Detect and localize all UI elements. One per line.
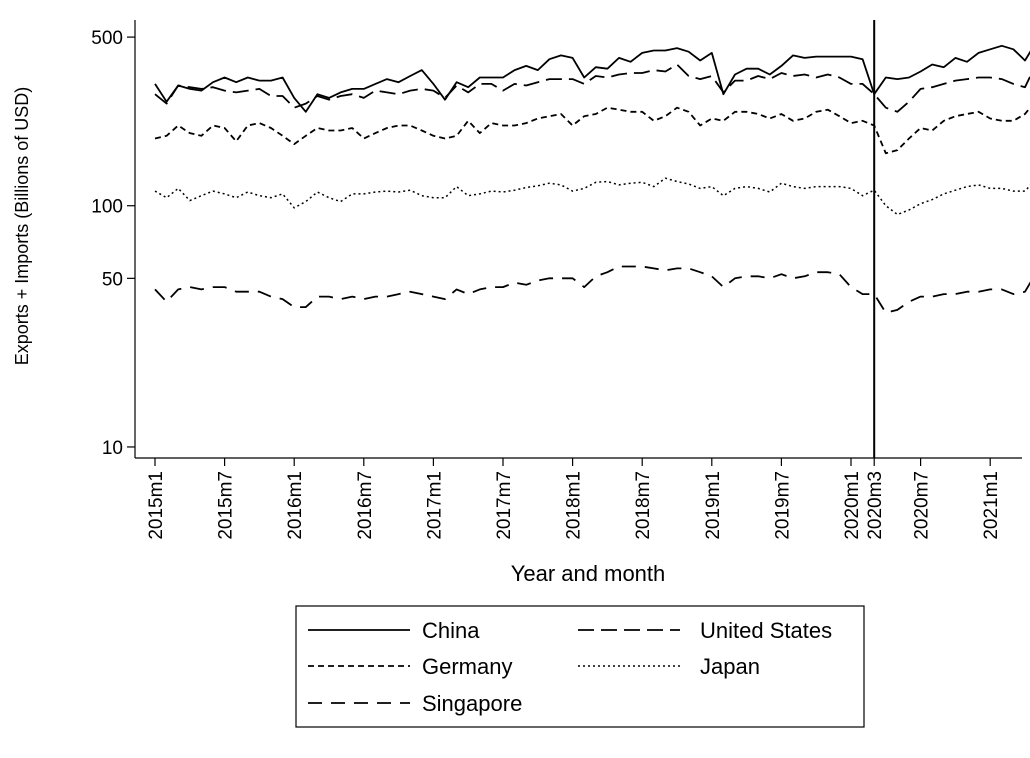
y-axis: 10 50 100 500 [91,20,136,459]
series-line-united-states [154,63,1030,113]
y-tick-label: 50 [102,269,123,290]
x-tick-label: 2020m1 [842,471,863,540]
series-line-japan [154,177,1030,216]
y-tick-label: 100 [91,197,123,218]
x-tick-label: 2020m7 [912,471,933,540]
x-tick-label: 2018m1 [564,471,585,540]
series-line-singapore [154,265,1030,314]
x-axis-title: Year and month [511,561,666,586]
series-group [154,44,1030,314]
y-tick-label: 10 [102,438,123,459]
series-line-china [154,44,1030,113]
x-tick-label: 2017m7 [494,471,515,540]
legend-label-germany: Germany [422,654,512,679]
x-tick-label: 2019m7 [772,471,793,540]
x-tick-label: 2015m1 [146,471,167,540]
x-axis: 2015m1 2015m7 2016m1 2016m7 2017m1 2017m7 2018… [135,457,1022,540]
x-tick-label: 2016m7 [355,471,376,540]
y-axis-title: Exports + Imports (Billions of USD) [12,87,32,366]
x-tick-label: 2016m1 [285,471,306,540]
legend-label-china: China [422,618,480,643]
x-tick-label: 2020m3 [865,471,886,540]
legend-label-japan: Japan [700,654,760,679]
legend-label-singapore: Singapore [422,691,522,716]
legend-label-united-states: United States [700,618,832,643]
x-tick-label: 2021m1 [981,471,1002,540]
x-tick-label: 2015m7 [216,471,237,540]
y-tick-label: 500 [91,28,123,49]
legend: China United States Germany Japan Singapore [295,605,865,728]
x-tick-label: 2019m1 [703,471,724,540]
x-tick-label: 2017m1 [424,471,445,540]
series-line-germany [154,106,1030,155]
x-tick-label: 2018m7 [633,471,654,540]
